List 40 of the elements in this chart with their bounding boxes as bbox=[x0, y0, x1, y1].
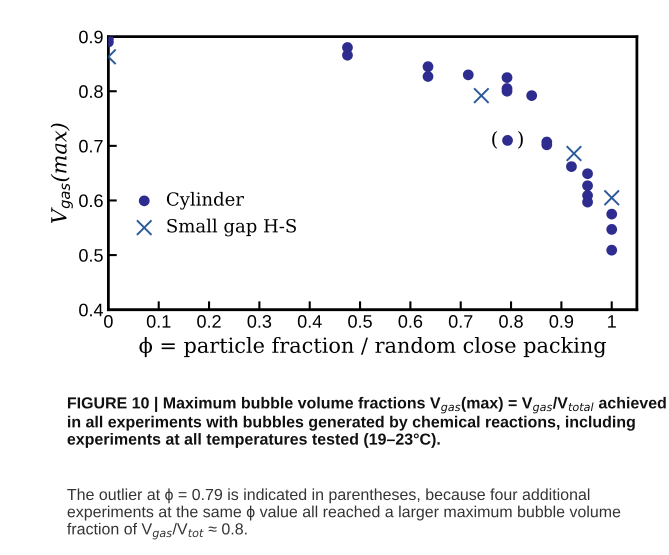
point bbox=[582, 168, 593, 180]
legend-label: Cylinder bbox=[166, 192, 244, 210]
x-tick-label: 0.8 bbox=[499, 315, 523, 328]
x-tick-label: 0.5 bbox=[348, 315, 372, 328]
legend-label: Small gap H-S bbox=[167, 218, 296, 236]
y-axis-title: V$_{gas}$(max) bbox=[50, 124, 73, 224]
point bbox=[422, 61, 434, 72]
x-tick-label: 0.9 bbox=[550, 315, 574, 328]
point bbox=[606, 208, 618, 220]
point bbox=[566, 145, 582, 162]
x-tick-label: 1 bbox=[608, 315, 616, 328]
point bbox=[606, 224, 618, 235]
y-tick-label: 0.6 bbox=[79, 194, 103, 208]
point bbox=[422, 71, 434, 82]
y-tick-label: 0.4 bbox=[79, 304, 103, 316]
point bbox=[606, 244, 618, 256]
x-tick-label: 0.2 bbox=[197, 315, 221, 328]
x-tick-label: 0.1 bbox=[146, 315, 170, 328]
point bbox=[526, 90, 538, 101]
annotation: ( ) bbox=[492, 130, 523, 149]
point bbox=[342, 50, 353, 61]
x-tick-label: 0.4 bbox=[298, 315, 322, 328]
y-tick-label: 0.7 bbox=[79, 140, 103, 153]
x-tick-label: 0.6 bbox=[398, 315, 422, 328]
point bbox=[502, 135, 513, 146]
y-tick-label: 0.9 bbox=[79, 30, 103, 44]
x-axis-title: ϕ = particle fraction / random close packing bbox=[139, 336, 606, 358]
y-tick-label: 0.5 bbox=[79, 249, 103, 262]
point bbox=[502, 72, 512, 83]
x-tick-label: 0 bbox=[104, 315, 113, 328]
point bbox=[462, 69, 474, 80]
x-tick-label: 0.7 bbox=[448, 315, 472, 328]
point bbox=[473, 87, 490, 104]
point bbox=[582, 180, 593, 192]
point bbox=[566, 161, 577, 172]
text: FIGURE 10 | Maximum bubble volume fractions V$_{gas}$(max) = V$_{gas}$/V$_{total}$ achieved in all experiments with bubbles generated by chemical reactions, including experiments at all temperatures tested (19–23°C). bbox=[68, 396, 666, 448]
text: The outlier at ϕ = 0.79 is indicated in parentheses, because four additional experiments at the same ϕ value all reached a larger maximum bubble volume fraction of V$_{gas}$/V$_{tot}$ ≈ 0.8. bbox=[67, 488, 620, 540]
point bbox=[603, 189, 620, 206]
x-tick-label: 0.3 bbox=[248, 315, 272, 328]
y-tick-label: 0.8 bbox=[79, 85, 103, 98]
